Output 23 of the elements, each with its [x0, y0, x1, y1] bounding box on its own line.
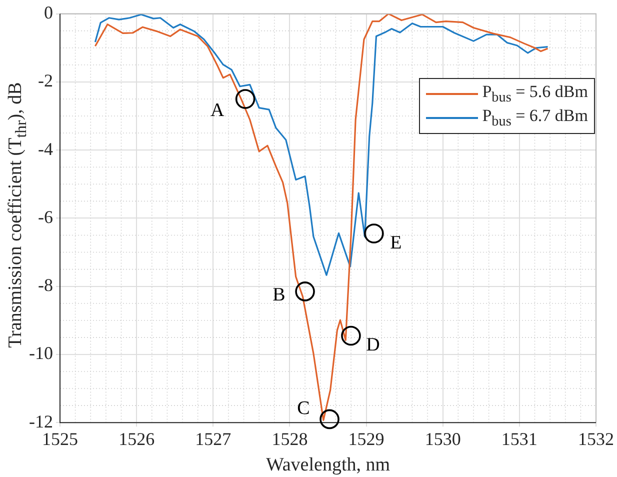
y-tick-label: -10: [28, 343, 53, 364]
y-tick-label: -12: [28, 411, 53, 432]
x-axis-title: Wavelength, nm: [266, 454, 390, 476]
annotation: B: [272, 284, 286, 306]
legend-label: P$_{bus}$ = 6.7 dBm: [482, 106, 588, 130]
x-tick-label: 1532: [578, 429, 614, 450]
y-tick-label: -4: [38, 138, 53, 159]
x-tick-label: 1531: [501, 429, 538, 450]
y-tick-label: -2: [38, 70, 53, 91]
y-tick-label: 0: [44, 2, 53, 23]
annotation: E: [390, 232, 402, 254]
x-tick-label: 1526: [118, 429, 155, 450]
x-tick-label: 1529: [348, 429, 384, 450]
x-tick-label: 1528: [272, 429, 308, 450]
annotation: D: [366, 334, 380, 356]
annotation: C: [297, 398, 310, 420]
y-tick-label: -6: [38, 206, 53, 227]
x-tick-label: 1530: [424, 429, 461, 450]
legend-label: P$_{bus}$ = 5.6 dBm: [482, 82, 588, 106]
y-tick-label: -8: [38, 275, 53, 296]
x-tick-label: 1527: [195, 429, 232, 450]
annotation: A: [210, 100, 224, 121]
x-tick-label: 1525: [42, 429, 78, 450]
